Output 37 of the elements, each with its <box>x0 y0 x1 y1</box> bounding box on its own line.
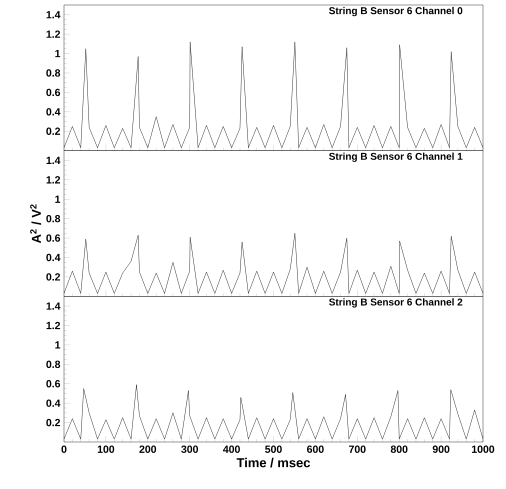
y-tick-label: 0.4 <box>46 254 60 262</box>
y-axis-title: A$^{2}$ / V$^{2}$ <box>30 204 42 244</box>
y-tick-label: 1 <box>55 341 60 348</box>
y-tick-label: 0.6 <box>46 234 60 242</box>
y-tick-label: 1.4 <box>46 156 60 164</box>
y-tick-label: 0.4 <box>46 399 60 407</box>
x-tick-label: 500 <box>265 446 282 453</box>
y-tick-label: 0.2 <box>46 418 60 426</box>
y-tick-label: 1.2 <box>46 30 60 38</box>
y-tick-label: 0.6 <box>46 380 60 388</box>
y-tick-label: 1 <box>55 50 60 58</box>
x-tick-label: 900 <box>432 446 450 453</box>
x-axis-title: Time / msec <box>236 458 310 468</box>
y-tick-label: 0.8 <box>46 214 60 222</box>
chart-title: String B Sensor 6 Channel 0 <box>329 6 462 16</box>
x-tick-label: 300 <box>181 446 198 453</box>
x-tick-label: 400 <box>223 446 240 453</box>
x-tick-label: 100 <box>98 446 114 453</box>
chart-title: String B Sensor 6 Channel 2 <box>329 298 462 308</box>
y-tick-label: 0.2 <box>46 273 60 281</box>
y-tick-label: 1.4 <box>46 11 60 18</box>
y-tick-label: 0.4 <box>46 108 60 116</box>
y-tick-label: 1.2 <box>46 176 60 184</box>
y-tick-label: 0.8 <box>46 69 60 77</box>
x-tick-label: 1000 <box>472 446 494 453</box>
x-tick-label: 600 <box>307 446 324 453</box>
y-tick-label: 1.2 <box>46 322 60 330</box>
y-tick-label: 0.6 <box>46 88 60 96</box>
y-tick-label: 0.8 <box>46 360 60 368</box>
x-tick-label: 800 <box>390 446 408 453</box>
chart-title: String B Sensor 6 Channel 1 <box>329 152 462 162</box>
y-tick-label: 1.4 <box>46 302 60 310</box>
x-tick-label: 0 <box>61 446 66 453</box>
x-tick-label: 700 <box>349 446 366 453</box>
x-tick-label: 200 <box>139 446 156 453</box>
y-tick-label: 0.2 <box>46 128 60 135</box>
y-tick-label: 1 <box>55 196 60 203</box>
